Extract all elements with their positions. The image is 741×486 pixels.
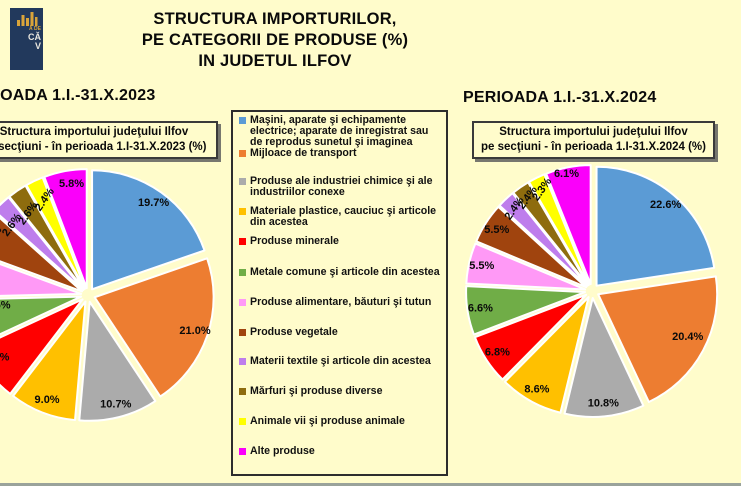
legend-label: Materiale plastice, cauciuc şi articole … bbox=[250, 205, 437, 229]
window-bottom-edge bbox=[0, 483, 741, 486]
pie-slice-2023-11 bbox=[25, 176, 87, 290]
pie-slice-2023-5 bbox=[0, 298, 84, 395]
pie-slice-2023-8 bbox=[0, 216, 83, 293]
chart-title-line-1: Structura importului judeţului Ilfov bbox=[499, 126, 688, 138]
logo-text-line: CĂ bbox=[28, 31, 41, 42]
page-title: STRUCTURA IMPORTURILOR, PE CATEGORII DE … bbox=[60, 9, 490, 72]
legend-item: Alte produse bbox=[239, 445, 443, 457]
period-heading-2023: PERIOADA 1.I.-31.X.2023 bbox=[0, 87, 156, 104]
legend-label: Materii textile şi articole din acestea bbox=[250, 355, 431, 367]
chart-title-line-2: pe secţiuni - în perioada 1.I-31.X.2024 … bbox=[481, 140, 706, 153]
pie-slice-2024-3 bbox=[563, 296, 645, 418]
page-title-line-1: STRUCTURA IMPORTURILOR, bbox=[153, 10, 397, 28]
legend-label: Produse vegetale bbox=[250, 326, 338, 338]
pie-slice-2023-9 bbox=[0, 196, 85, 291]
pie-slice-2024-4 bbox=[503, 296, 590, 414]
pie-slice-2024-6 bbox=[465, 285, 587, 336]
slice-label-2024-12: 6.1% bbox=[554, 168, 579, 180]
legend-item: Materiale plastice, cauciuc şi articole … bbox=[239, 205, 443, 229]
slice-label-2024-4: 8.6% bbox=[524, 384, 549, 396]
slice-label-2023-6: 6.5% bbox=[0, 300, 11, 312]
chart-title-line-2: pe secţiuni - în perioada 1.I-31.X.2023 … bbox=[0, 140, 207, 153]
chart-title-box-2023: Structura importului judeţului Ilfov pe … bbox=[0, 121, 218, 159]
institute-logo: Ă DE CĂ V bbox=[10, 8, 43, 70]
slice-label-2023-4: 9.0% bbox=[35, 394, 60, 406]
pie-slice-2024-1 bbox=[595, 165, 716, 287]
page-title-line-3: IN JUDETUL ILFOV bbox=[198, 52, 352, 71]
legend-swatch bbox=[239, 238, 246, 245]
legend-item: Produse minerale bbox=[239, 235, 443, 247]
pie-slice-2023-7 bbox=[0, 263, 83, 297]
legend-swatch bbox=[239, 418, 246, 425]
legend-swatch bbox=[239, 299, 246, 306]
chart-title-box-2024: Structura importului judeţului Ilfov pe … bbox=[472, 121, 715, 159]
legend-label: Produse ale industriei chimice şi ale in… bbox=[250, 175, 433, 199]
pie-slice-2023-6 bbox=[0, 295, 83, 336]
period-heading-2024: PERIOADA 1.I.-31.X.2024 bbox=[463, 89, 657, 106]
logo-text-line: Ă DE bbox=[29, 26, 41, 32]
pie-slice-2024-9 bbox=[498, 192, 589, 287]
legend-swatch bbox=[239, 117, 246, 124]
legend-item: Produse vegetale bbox=[239, 326, 443, 338]
legend-item: Mărfuri şi produse diverse bbox=[239, 385, 443, 397]
legend-label: Metale comune şi articole din acestea bbox=[250, 266, 440, 278]
legend-item: Metale comune şi articole din acestea bbox=[239, 266, 443, 278]
slice-label-2023-3: 10.7% bbox=[100, 398, 131, 410]
slice-label-2024-6: 6.6% bbox=[468, 303, 493, 315]
legend-swatch bbox=[239, 208, 246, 215]
legend-item: Animale vii şi produse animale bbox=[239, 415, 443, 427]
slice-label-2024-2: 20.4% bbox=[672, 331, 703, 343]
legend-label: Mărfuri şi produse diverse bbox=[250, 385, 383, 397]
legend-item: Produse alimentare, băuturi şi tutun bbox=[239, 296, 443, 308]
legend-swatch bbox=[239, 329, 246, 336]
bar-chart-icon bbox=[16, 12, 37, 26]
legend-item: Mijloace de transport bbox=[239, 147, 443, 159]
chart-title-line-1: Structura importului judeţului Ilfov bbox=[0, 126, 189, 138]
legend-item: Produse ale industriei chimice şi ale in… bbox=[239, 175, 443, 199]
pie-slice-2023-1 bbox=[91, 169, 206, 291]
legend-swatch bbox=[239, 388, 246, 395]
legend-item: Materii textile şi articole din acestea bbox=[239, 355, 443, 367]
page-title-line-2: PE CATEGORII DE PRODUSE (%) bbox=[141, 31, 409, 50]
pie-slice-2023-12 bbox=[43, 168, 88, 290]
pie-slice-2023-10 bbox=[8, 184, 86, 291]
chart-legend: Maşini, aparate şi echipamente electrice… bbox=[231, 110, 448, 476]
pie-slice-2024-12 bbox=[545, 164, 592, 286]
slice-label-2023-12: 5.8% bbox=[59, 178, 84, 190]
slice-label-2024-1: 22.6% bbox=[650, 199, 681, 211]
pie-slice-2024-10 bbox=[512, 181, 590, 287]
slice-label-2023-5: 7.7% bbox=[0, 352, 10, 364]
legend-swatch bbox=[239, 150, 246, 157]
legend-label: Maşini, aparate şi echipamente electrice… bbox=[250, 114, 429, 149]
logo-text-line: V bbox=[34, 41, 41, 52]
slice-label-2023-1: 19.7% bbox=[138, 197, 169, 209]
legend-label: Mijloace de transport bbox=[250, 147, 357, 159]
slice-label-2024-5: 6.8% bbox=[485, 347, 510, 359]
legend-label: Alte produse bbox=[250, 445, 315, 457]
pie-slice-2024-7 bbox=[465, 242, 587, 291]
pie-slice-2024-8 bbox=[475, 205, 588, 289]
legend-swatch bbox=[239, 178, 246, 185]
pie-slice-2024-11 bbox=[527, 173, 590, 286]
legend-swatch bbox=[239, 358, 246, 365]
legend-item: Maşini, aparate şi echipamente electrice… bbox=[239, 114, 443, 149]
pie-slice-2024-5 bbox=[473, 293, 588, 381]
legend-label: Produse alimentare, băuturi şi tutun bbox=[250, 296, 432, 308]
pie-slice-2024-2 bbox=[597, 275, 719, 403]
legend-swatch bbox=[239, 269, 246, 276]
slice-label-2024-3: 10.8% bbox=[588, 397, 619, 409]
slice-label-2024-8: 5.5% bbox=[484, 224, 509, 236]
legend-label: Produse minerale bbox=[250, 235, 339, 247]
legend-swatch bbox=[239, 448, 246, 455]
legend-label: Animale vii şi produse animale bbox=[250, 415, 405, 427]
slice-label-2023-2: 21.0% bbox=[179, 325, 210, 337]
pie-slice-2023-3 bbox=[78, 300, 157, 422]
pie-slice-2023-2 bbox=[93, 257, 215, 398]
slice-label-2024-7: 5.5% bbox=[469, 260, 494, 272]
pie-slice-2023-4 bbox=[12, 300, 87, 422]
